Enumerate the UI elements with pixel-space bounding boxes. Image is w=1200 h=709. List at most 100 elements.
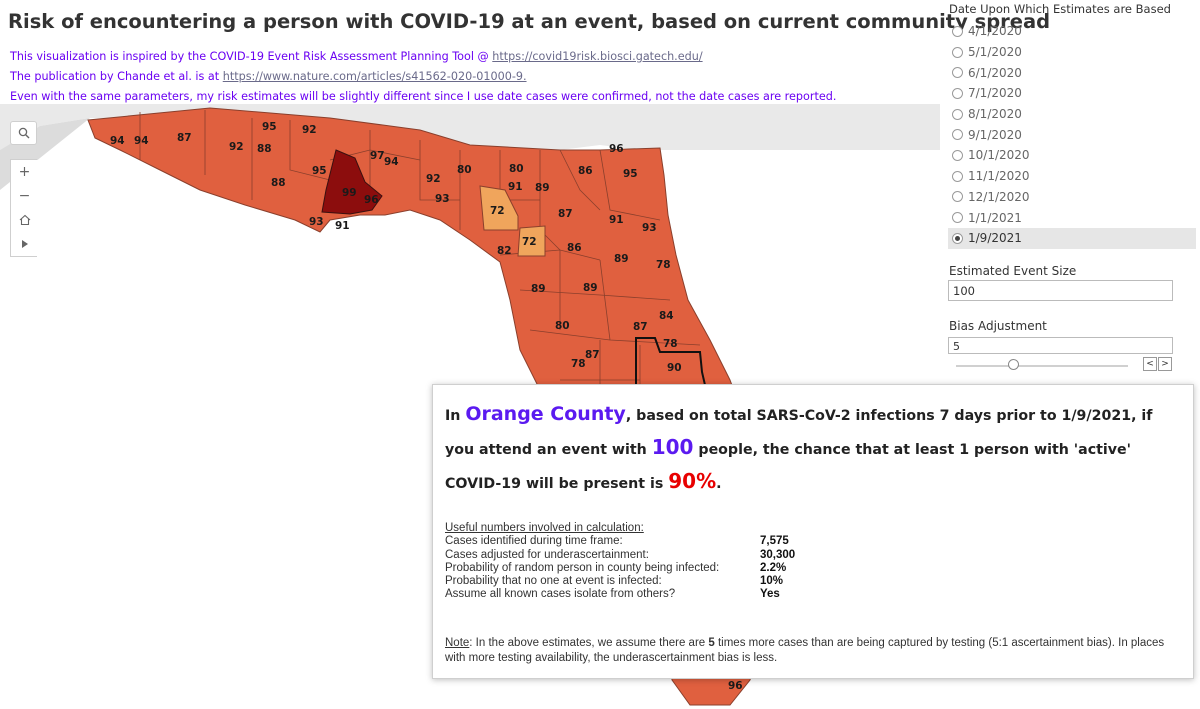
date-option-label: 1/9/2021 bbox=[968, 231, 1022, 246]
calculation-label: Probability of random person in county b… bbox=[445, 561, 720, 574]
county-label: 78 bbox=[656, 259, 671, 271]
county-darkred[interactable] bbox=[321, 149, 383, 215]
bias-increment-button[interactable]: > bbox=[1158, 357, 1172, 371]
florida-county-map[interactable]: 94 94 87 92 88 95 92 95 97 94 99 96 88 9… bbox=[0, 104, 940, 709]
radio-button-icon[interactable] bbox=[952, 46, 963, 58]
county-label: 96 bbox=[728, 680, 743, 692]
radio-button-icon[interactable] bbox=[952, 67, 963, 79]
calculation-label: Cases adjusted for underascertainment: bbox=[445, 548, 649, 561]
radio-button-icon[interactable] bbox=[952, 108, 963, 120]
county-label: 94 bbox=[134, 135, 149, 147]
event-size-highlight: 100 bbox=[651, 435, 694, 459]
search-icon[interactable] bbox=[10, 121, 37, 145]
county-name: Orange County bbox=[465, 403, 626, 425]
date-option-label: 8/1/2020 bbox=[968, 107, 1022, 122]
calculation-table: Useful numbers involved in calculation: … bbox=[445, 522, 795, 602]
date-option-label: 11/1/2020 bbox=[968, 169, 1030, 184]
event-size-input[interactable]: 100 bbox=[948, 280, 1173, 301]
calculation-row: Assume all known cases isolate from othe… bbox=[445, 588, 795, 601]
date-option[interactable]: 8/1/2020 bbox=[948, 104, 1196, 125]
date-option[interactable]: 4/1/2020 bbox=[948, 21, 1196, 42]
zoom-in-icon[interactable]: + bbox=[11, 160, 38, 184]
county-label: 95 bbox=[623, 168, 638, 180]
risk-tooltip: In Orange County, based on total SARS-Co… bbox=[432, 384, 1194, 679]
county-label: 95 bbox=[312, 165, 327, 177]
county-label: 93 bbox=[309, 216, 324, 228]
zoom-out-icon[interactable]: − bbox=[11, 184, 38, 208]
calculation-value: 2.2% bbox=[760, 561, 787, 574]
date-option[interactable]: 9/1/2020 bbox=[948, 124, 1196, 145]
pan-arrow-icon[interactable] bbox=[11, 232, 38, 256]
date-option[interactable]: 10/1/2020 bbox=[948, 145, 1196, 166]
gatech-link[interactable]: https://covid19risk.biosci.gatech.edu/ bbox=[492, 50, 703, 63]
county-label: 82 bbox=[497, 245, 512, 257]
county-label: 94 bbox=[110, 135, 125, 147]
map-svg[interactable]: 94 94 87 92 88 95 92 95 97 94 99 96 88 9… bbox=[0, 104, 940, 709]
bias-slider-thumb[interactable] bbox=[1007, 359, 1019, 370]
page-title: Risk of encountering a person with COVID… bbox=[8, 10, 1051, 33]
radio-button-icon[interactable] bbox=[952, 212, 963, 224]
date-option[interactable]: 7/1/2020 bbox=[948, 83, 1196, 104]
calculation-row: Cases identified during time frame: 7,575 bbox=[445, 535, 795, 548]
county-label: 72 bbox=[522, 236, 537, 248]
county-label: 80 bbox=[457, 164, 472, 176]
county-label: 87 bbox=[558, 208, 573, 220]
county-label: 86 bbox=[578, 165, 593, 177]
county-label: 87 bbox=[585, 349, 600, 361]
radio-button-icon[interactable] bbox=[952, 232, 963, 244]
date-option[interactable]: 11/1/2020 bbox=[948, 166, 1196, 187]
zoom-controls: + − bbox=[10, 159, 38, 257]
radio-button-icon[interactable] bbox=[952, 149, 963, 161]
county-label: 91 bbox=[508, 181, 523, 193]
date-option[interactable]: 12/1/2020 bbox=[948, 187, 1196, 208]
risk-text-3: people, the chance that at least 1 perso… bbox=[445, 442, 1131, 492]
bias-adjustment-value[interactable]: 5 bbox=[948, 337, 1173, 354]
home-icon[interactable] bbox=[11, 208, 38, 232]
radio-button-icon[interactable] bbox=[952, 87, 963, 99]
county-label: 88 bbox=[271, 177, 286, 189]
calculation-value: Yes bbox=[760, 588, 780, 601]
date-option-label: 7/1/2020 bbox=[968, 86, 1022, 101]
county-label: 93 bbox=[642, 222, 657, 234]
date-option[interactable]: 1/1/2021 bbox=[948, 207, 1196, 228]
date-option[interactable]: 1/9/2021 bbox=[948, 227, 1196, 249]
county-lightorange-1[interactable] bbox=[479, 185, 519, 231]
calculation-row: Probability of random person in county b… bbox=[445, 562, 795, 575]
nature-link[interactable]: https://www.nature.com/articles/s41562-0… bbox=[222, 70, 527, 83]
calculation-value: 10% bbox=[760, 575, 784, 588]
risk-text-1: In bbox=[445, 408, 466, 424]
radio-button-icon[interactable] bbox=[952, 170, 963, 182]
radio-button-icon[interactable] bbox=[952, 25, 963, 37]
date-option-label: 12/1/2020 bbox=[968, 189, 1030, 204]
county-label: 78 bbox=[571, 358, 586, 370]
risk-text-2: , based on total SARS-CoV-2 infections 7… bbox=[445, 408, 1153, 458]
date-filter-label: Date Upon Which Estimates are Based bbox=[949, 2, 1171, 16]
note-bias-value: 5 bbox=[708, 637, 715, 649]
county-label: 95 bbox=[262, 121, 277, 133]
radio-button-icon[interactable] bbox=[952, 129, 963, 141]
date-option[interactable]: 5/1/2020 bbox=[948, 42, 1196, 63]
county-label: 91 bbox=[335, 220, 350, 232]
calculation-value: 30,300 bbox=[760, 548, 796, 561]
bias-decrement-button[interactable]: < bbox=[1143, 357, 1157, 371]
date-option[interactable]: 6/1/2020 bbox=[948, 62, 1196, 83]
bias-slider-track[interactable] bbox=[956, 365, 1128, 367]
bias-adjustment-label: Bias Adjustment bbox=[949, 319, 1047, 333]
county-label: 97 bbox=[370, 150, 385, 162]
county-label: 96 bbox=[364, 194, 379, 206]
date-option-label: 10/1/2020 bbox=[968, 148, 1030, 163]
note-label: Note bbox=[445, 637, 470, 649]
calculation-label: Probability that no one at event is infe… bbox=[445, 575, 662, 588]
county-label: 72 bbox=[490, 205, 505, 217]
county-label: 87 bbox=[177, 132, 192, 144]
note-text-1: : In the above estimates, we assume ther… bbox=[469, 637, 709, 649]
county-lightorange-2[interactable] bbox=[517, 225, 546, 257]
intro-line-2: The publication by Chande et al. is at bbox=[10, 70, 223, 83]
event-size-label: Estimated Event Size bbox=[949, 264, 1077, 278]
calculation-row: Probability that no one at event is infe… bbox=[445, 575, 795, 588]
date-radio-list: 4/1/2020 5/1/2020 6/1/2020 7/1/2020 8/1/2020… bbox=[948, 21, 1196, 249]
radio-button-icon[interactable] bbox=[952, 191, 963, 203]
county-label: 91 bbox=[609, 214, 624, 226]
risk-text-4: . bbox=[716, 476, 722, 492]
county-label: 89 bbox=[583, 282, 598, 294]
